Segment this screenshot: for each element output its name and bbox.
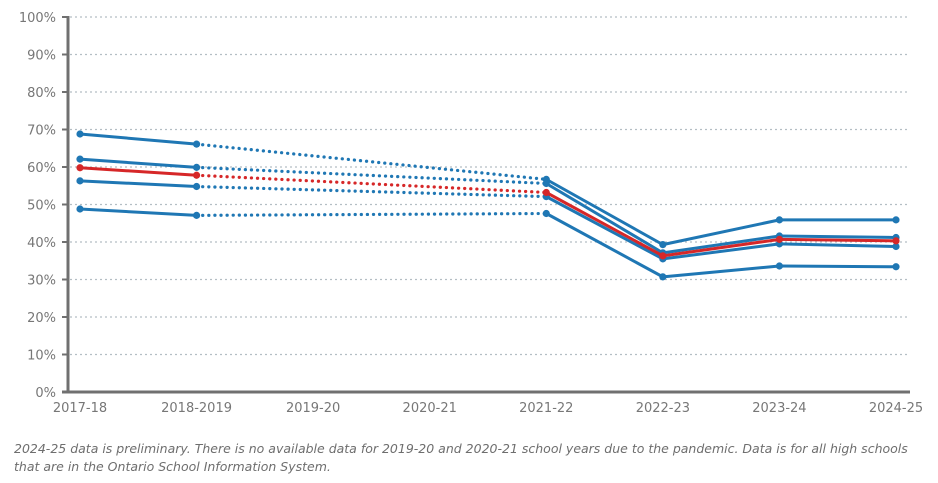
data-point [892,263,900,271]
y-tick-label: 90% [27,49,56,64]
data-point [892,237,900,245]
line-segment [661,237,781,258]
data-point [775,216,784,224]
x-tick-label: 2020-21 [403,401,457,416]
data-point [659,241,667,249]
y-tick-label: 50% [27,199,56,214]
gap-bridge-dotted [194,184,548,199]
x-tick-label: 2023-24 [752,401,806,416]
series-5 [76,205,900,281]
line-segment [661,218,781,247]
y-tick-label: 70% [27,124,56,139]
line-segment [777,234,898,239]
gap-bridge-dotted [194,165,548,186]
data-point [775,262,784,270]
line-segment [661,242,781,261]
series-1 [76,130,900,249]
line-segment [661,234,781,255]
y-axis-ticks: 0% 10% 20% 30% 40% 50% 60% 70% 80% 90% 100% [19,11,68,401]
data-point [542,188,550,197]
x-tick-label: 2024-25 [869,401,923,416]
line-segment [544,182,665,255]
y-tick-label: 0% [35,386,56,401]
line-segment [78,166,199,177]
data-point [892,216,900,224]
data-point [76,205,84,213]
data-point [192,182,201,191]
x-tick-label: 2019-20 [286,401,340,416]
x-tick-label: 2022-23 [636,401,690,416]
data-point [192,163,201,171]
data-point [76,155,84,163]
y-tick-label: 80% [27,86,56,101]
line-segment [777,242,898,248]
y-tick-label: 30% [27,274,56,289]
data-point [542,209,550,218]
line-chart: 0% 10% 20% 30% 40% 50% 60% 70% 80% 90% 100% 2017-1… [19,11,923,416]
line-segment [544,177,665,247]
data-point [659,252,667,260]
line-segment [78,207,199,217]
data-point [892,242,900,251]
x-tick-label: 2021-22 [519,401,573,416]
data-point [76,130,84,138]
line-segment [544,195,665,261]
gap-bridge-dotted [194,142,548,181]
line-segment [544,191,665,258]
data-point [76,164,84,172]
x-axis-ticks: 2017-18 2018-2019 2019-20 2020-21 2021-22 202… [53,401,923,416]
line-segment [78,157,199,169]
line-segment [78,132,199,146]
gap-bridge-dotted [194,211,548,217]
data-point [76,177,84,185]
y-tick-label: 100% [19,11,56,26]
y-tick-label: 20% [27,311,56,326]
series-layer [76,130,900,281]
y-tick-label: 40% [27,236,56,251]
line-segment [544,212,665,279]
series-3 [76,164,900,260]
data-point [542,179,550,188]
gap-bridge-dotted [194,173,548,195]
data-point [192,211,201,219]
line-segment [661,264,781,279]
axes [62,16,910,394]
y-tick-label: 60% [27,161,56,176]
footnote: 2024-25 data is preliminary. There is no… [14,441,908,474]
line-segment [78,179,199,188]
data-point [659,273,667,281]
data-point [192,171,201,179]
data-point [775,235,784,243]
x-tick-label: 2018-2019 [161,401,232,416]
data-point [192,140,201,148]
line-segment [777,264,898,269]
y-tick-label: 10% [27,349,56,364]
x-tick-label: 2017-18 [53,401,107,416]
line-segment [777,237,898,243]
